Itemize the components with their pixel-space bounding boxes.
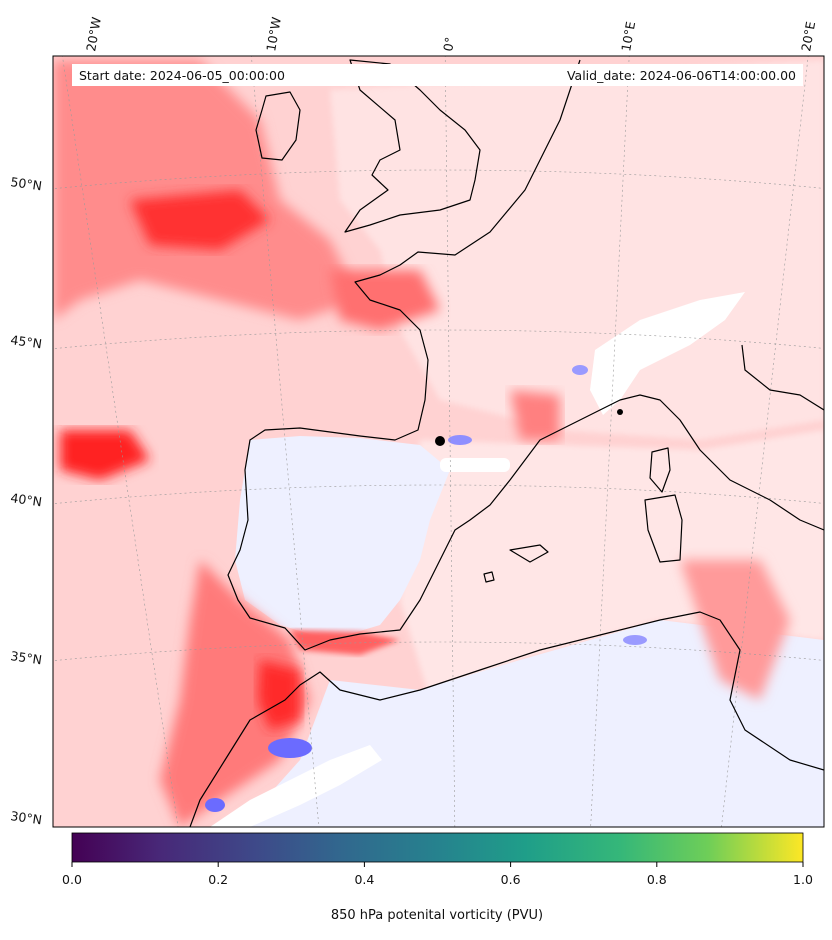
coastlines [189, 59, 824, 827]
longitude-label: 20°E [798, 20, 818, 52]
pv-medium-east [680, 560, 790, 700]
pv-strong-west-1 [130, 190, 270, 250]
pv-medium-west [53, 60, 360, 320]
pv-field-shading [53, 60, 824, 827]
missing-atlas [210, 745, 382, 827]
map-panel [53, 56, 824, 827]
longitude-label: 10°W [263, 16, 284, 53]
latitude-label: 35°N [10, 648, 43, 667]
longitude-label: 10°E [618, 20, 638, 52]
longitude-label: 20°W [83, 16, 104, 53]
pv-negative-spot-4 [572, 365, 588, 375]
pv-negative-spot-2 [205, 798, 225, 812]
longitude-labels: 20°W 10°W 0° 10°E 20°E [83, 16, 818, 53]
pv-weak-area-mediterranean [400, 430, 824, 700]
pv-negative-spot-5 [623, 635, 647, 645]
colorbar-label: 850 hPa potenital vorticity (PVU) [331, 908, 543, 923]
pv-weak-area-europe [330, 60, 824, 440]
latitude-labels: 50°N 45°N 40°N 35°N 30°N [10, 174, 43, 827]
map-frame [52, 55, 825, 828]
coast-western-europe [227, 59, 824, 651]
colorbar-ticks: 0.0 0.2 0.4 0.6 0.8 1.0 [62, 862, 813, 887]
pv-near-zero-iberia [235, 436, 450, 640]
colorbar-tick-label: 1.0 [793, 872, 813, 887]
pv-medium-gulf-lion [510, 390, 560, 440]
coast-sardinia [644, 494, 683, 563]
coast-balearics-small [483, 571, 495, 583]
pv-medium-strait [290, 630, 400, 655]
pv-strong-morocco [258, 660, 300, 730]
pv-strong-west-2 [60, 430, 150, 480]
latitude-label: 30°N [10, 808, 43, 827]
graticule [53, 56, 824, 827]
coast-corsica [649, 447, 671, 493]
colorbar-tick-label: 0.8 [647, 872, 667, 887]
coast-balearics [509, 544, 549, 563]
colorbar-gradient [71, 832, 804, 863]
missing-alps [590, 292, 745, 415]
missing-pyrenees [440, 458, 510, 472]
coast-ireland [255, 91, 301, 161]
latitude-label: 50°N [10, 174, 43, 193]
header-banner [72, 64, 803, 86]
pv-negative-spot-3 [448, 435, 472, 445]
colorbar: 0.0 0.2 0.4 0.6 0.8 1.0 850 hPa potenital vor… [62, 832, 813, 923]
colorbar-tick-label: 0.4 [354, 872, 374, 887]
longitude-label: 0° [440, 36, 457, 53]
colorbar-tick-label: 0.0 [62, 872, 82, 887]
pv-negative-spot-1 [268, 738, 312, 758]
start-date-label: Start date: 2024-06-05_00:00:00 [79, 68, 285, 83]
colorbar-tick-label: 0.6 [501, 872, 521, 887]
latitude-label: 45°N [10, 332, 43, 351]
valid-date-label: Valid_date: 2024-06-06T14:00:00.00 [567, 68, 796, 83]
marker-point-2 [617, 409, 623, 415]
marker-point [435, 436, 445, 446]
latitude-label: 40°N [10, 490, 43, 509]
coast-north-africa [189, 611, 824, 827]
coast-great-britain [344, 59, 481, 233]
colorbar-tick-label: 0.2 [208, 872, 228, 887]
pv-medium-coastal-band [160, 560, 310, 827]
pv-near-zero-south [240, 620, 824, 827]
coast-italy [741, 344, 824, 411]
